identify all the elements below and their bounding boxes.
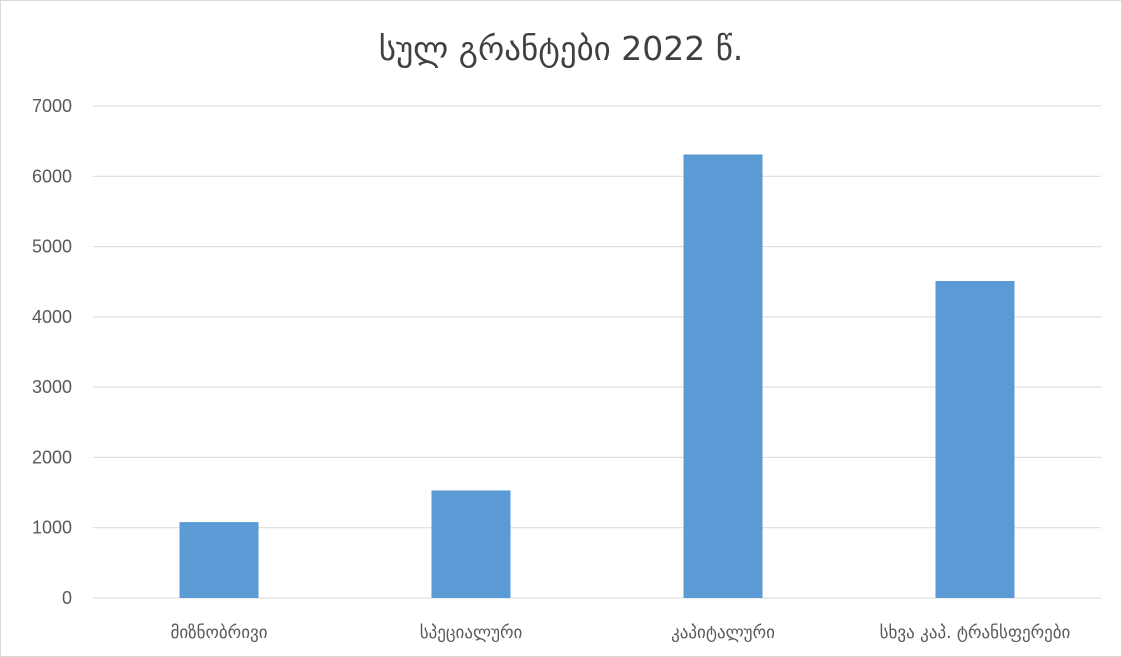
y-tick-label: 6000 [32, 166, 72, 186]
bar [683, 154, 763, 599]
y-tick-label: 5000 [32, 237, 72, 257]
chart-title: სულ გრანტები 2022 წ. [378, 29, 744, 68]
y-tick-label: 0 [62, 588, 72, 608]
y-tick-label: 2000 [32, 447, 72, 467]
bar [935, 281, 1015, 598]
x-tick-label: მიზნობრივი [170, 623, 267, 643]
y-tick-label: 7000 [32, 96, 72, 116]
y-tick-label: 4000 [32, 307, 72, 327]
bar [179, 522, 259, 598]
x-tick-label: სხვა კაპ. ტრანსფერები [880, 623, 1071, 643]
y-tick-label: 3000 [32, 377, 72, 397]
x-tick-label: სპეციალური [420, 623, 523, 643]
x-tick-label: კაპიტალური [671, 623, 775, 643]
bar [431, 490, 511, 598]
y-tick-label: 1000 [32, 518, 72, 538]
